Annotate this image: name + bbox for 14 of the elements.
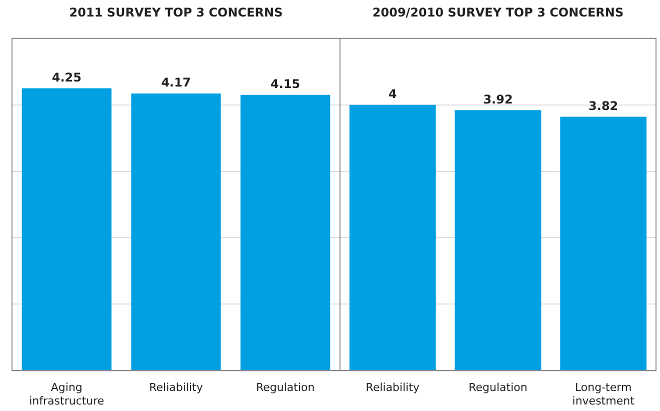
x-tick-label: Reliability xyxy=(366,381,420,394)
data-label: 4.17 xyxy=(161,76,191,90)
x-tick-label: Aging infrastructure xyxy=(29,381,104,408)
data-label: 3.92 xyxy=(483,92,513,106)
data-label: 3.82 xyxy=(588,98,618,113)
x-tick-label: Reliability xyxy=(149,381,204,394)
x-tick-label: Long-term investment xyxy=(572,381,636,408)
chart-title: 2009/2010 SURVEY TOP 3 CONCERNS xyxy=(372,5,624,20)
x-tick-label: Regulation xyxy=(256,381,315,394)
data-label: 4.15 xyxy=(270,77,300,91)
chart-title: 2011 SURVEY TOP 3 CONCERNS xyxy=(69,5,283,20)
data-label: 4 xyxy=(388,86,397,101)
x-tick-label: Regulation xyxy=(468,381,528,394)
data-label: 4.25 xyxy=(52,70,82,84)
